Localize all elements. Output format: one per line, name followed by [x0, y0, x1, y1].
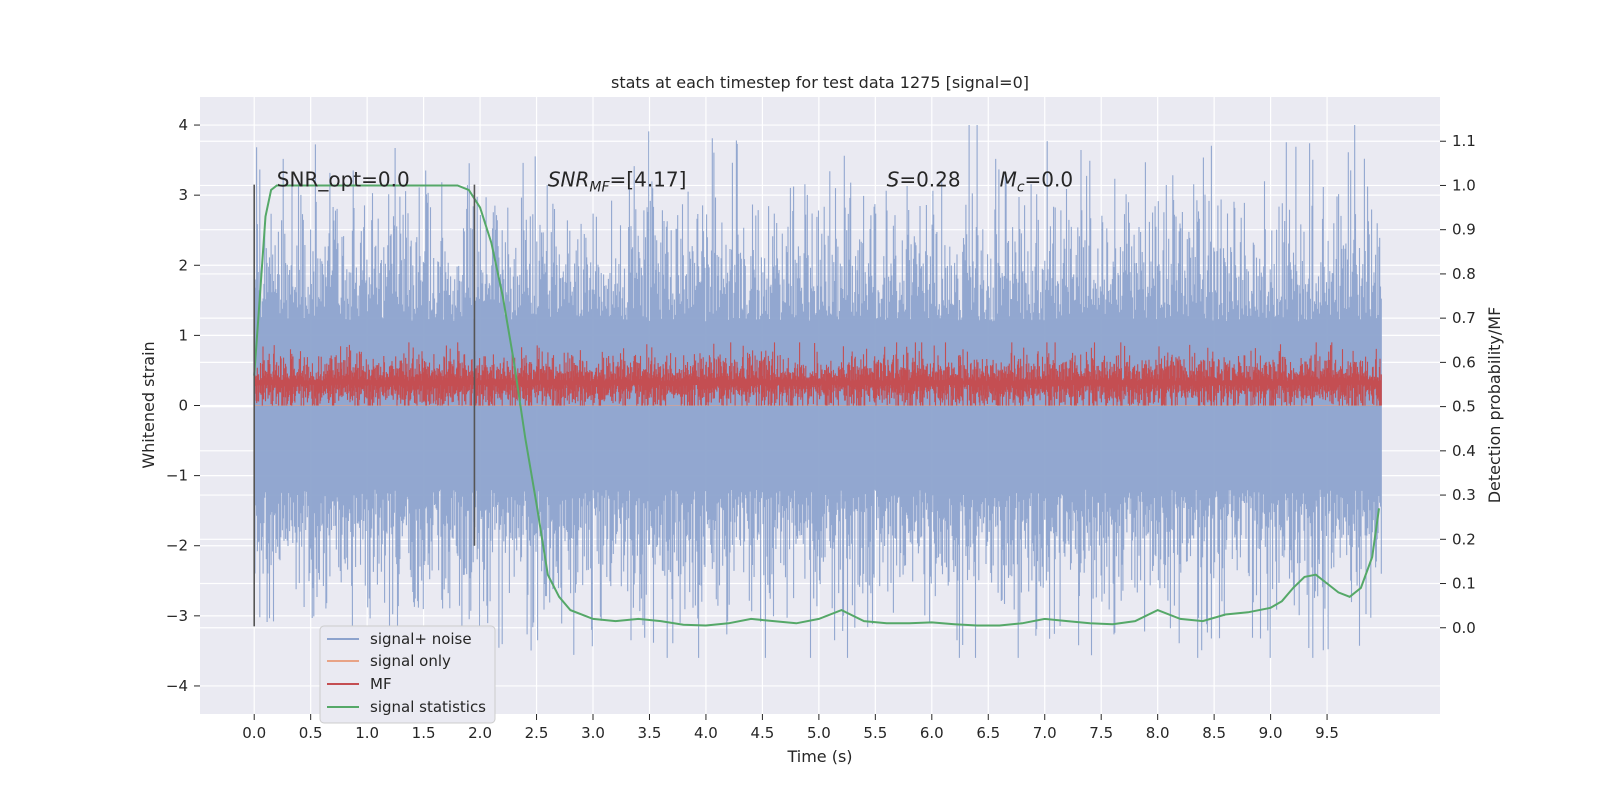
markers [253, 184, 476, 627]
y-tick-label: 4 [178, 116, 188, 134]
x-tick-label: 2.5 [525, 724, 549, 742]
signal-statistics-series [253, 184, 1380, 627]
annotation-mc: Mc=0.0 [1000, 167, 1074, 195]
annotation-s-stat: S=0.28 [887, 167, 961, 191]
y2-tick-label: 0.1 [1452, 575, 1476, 593]
y2-tick-label: 0.9 [1452, 221, 1476, 239]
y2-tick-label: 0.8 [1452, 265, 1476, 283]
y2-tick-label: 1.0 [1452, 176, 1476, 194]
x-tick-label: 4.0 [694, 724, 718, 742]
y-axis-label: Whitened strain [139, 341, 158, 468]
y2-tick-label: 0.0 [1452, 619, 1476, 637]
y-tick-label: −3 [166, 607, 188, 625]
legend-label-signal-statistics: signal statistics [370, 698, 486, 716]
x-tick-label: 7.0 [1033, 724, 1057, 742]
x-tick-label: 5.0 [807, 724, 831, 742]
y-tick-label: 3 [178, 186, 188, 204]
y2-tick-label: 0.5 [1452, 398, 1476, 416]
y2-tick-label: 0.7 [1452, 309, 1476, 327]
legend-label-mf: MF [370, 675, 392, 693]
annotation-snr-opt: SNR_opt=0.0 [277, 167, 410, 191]
x-tick-label: 9.5 [1315, 724, 1339, 742]
y-tick-label: −4 [166, 677, 188, 695]
x-tick-label: 5.5 [863, 724, 887, 742]
x-tick-label: 0.5 [299, 724, 323, 742]
x-tick-label: 4.5 [750, 724, 774, 742]
y2-tick-label: 0.2 [1452, 530, 1476, 548]
x-tick-label: 8.5 [1202, 724, 1226, 742]
x-tick-label: 9.0 [1259, 724, 1283, 742]
y2-tick-label: 1.1 [1452, 132, 1476, 150]
x-tick-label: 0.0 [242, 724, 266, 742]
y2-tick-label: 0.3 [1452, 486, 1476, 504]
x-tick-label: 8.0 [1146, 724, 1170, 742]
chart-title: stats at each timestep for test data 127… [611, 73, 1029, 92]
legend-label-signal-noise: signal+ noise [370, 630, 472, 648]
x-tick-label: 2.0 [468, 724, 492, 742]
x-tick-label: 6.5 [976, 724, 1000, 742]
y2-tick-label: 0.4 [1452, 442, 1476, 460]
x-tick-label: 1.5 [412, 724, 436, 742]
x-axis-label: Time (s) [786, 747, 852, 766]
x-tick-label: 6.0 [920, 724, 944, 742]
signal-statistics-line [253, 184, 1380, 627]
ticks: 0.0 0.5 1.0 1.5 2.0 2.5 3.0 3.5 4.0 4.5 5.0 5.5 6.0 6… [166, 116, 1476, 742]
legend-label-signal-only: signal only [370, 652, 451, 670]
y-tick-label: 1 [178, 326, 188, 344]
legend-box [319, 625, 496, 724]
annotations: SNR_opt=0.0 SNRMF=[4.17] S=0.28 Mc=0.0 [277, 167, 1073, 195]
y2-tick-label: 0.6 [1452, 353, 1476, 371]
y-tick-label: 2 [178, 256, 188, 274]
y-tick-label: −2 [166, 537, 188, 555]
x-tick-label: 3.5 [638, 724, 662, 742]
x-tick-label: 1.0 [355, 724, 379, 742]
y-tick-label: 0 [178, 397, 188, 415]
x-tick-label: 7.5 [1089, 724, 1113, 742]
y-tick-label: −1 [166, 467, 188, 485]
y2-axis-label: Detection probability/MF [1485, 307, 1504, 504]
x-tick-label: 3.0 [581, 724, 605, 742]
legend: signal+ noise signal only MF signal stat… [319, 625, 496, 724]
annotation-snr-mf: SNRMF=[4.17] [548, 167, 687, 195]
